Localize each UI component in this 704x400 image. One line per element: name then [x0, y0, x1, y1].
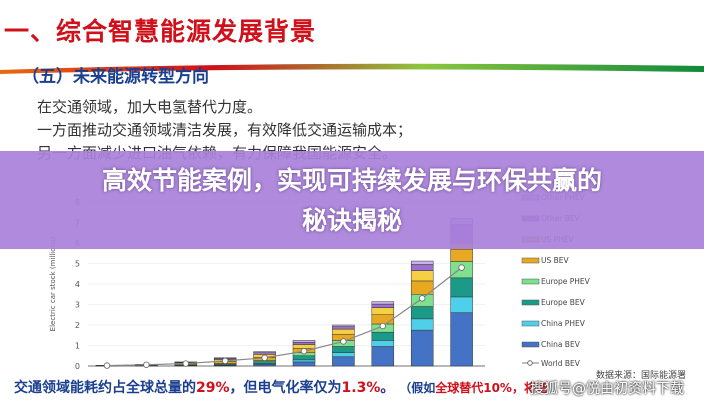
y-tick-label: 2 — [75, 321, 80, 330]
legend-swatch — [521, 257, 540, 264]
summary-text: 交通领域能耗约占全球总量的 — [14, 380, 196, 396]
electrification-percent: 1.3% — [341, 380, 381, 396]
legend-label: Europe PHEV — [541, 277, 591, 286]
bar-segment — [253, 351, 276, 353]
world-bev-point — [143, 361, 150, 368]
watermark: 搜狐号@悦由初资料下载 — [530, 381, 684, 397]
bar-segment — [450, 312, 473, 367]
y-tick-label: 1 — [75, 342, 80, 351]
bar-segment — [292, 361, 316, 367]
bar-segment — [253, 361, 276, 364]
bar-segment — [332, 356, 355, 367]
body-line: 在交通领域，加大电氢替代力度。 — [37, 98, 263, 116]
world-bev-point — [300, 348, 308, 355]
data-source: 数据来源：国际能源署 — [596, 371, 687, 381]
legend-swatch — [521, 320, 540, 327]
bar-segment — [292, 340, 316, 343]
bar-segment — [410, 264, 434, 271]
note-text: （假如 — [399, 381, 436, 395]
bar-segment — [332, 326, 355, 330]
world-bev-line — [106, 267, 462, 367]
world-bev-point — [103, 362, 111, 369]
bottom-summary: 交通领域能耗约占全球总量的29%，但电气化率仅为1.3%。 （假如全球替代10%… — [14, 377, 548, 397]
title-divider — [0, 63, 704, 74]
y-tick-label: 4 — [75, 280, 80, 289]
bar-segment — [292, 359, 316, 363]
bar-segment — [450, 277, 473, 298]
bar-segment — [410, 329, 434, 367]
summary-text: ，但电气化率仅为 — [229, 380, 342, 396]
banner-line-2: 秘诀揭秘 — [301, 206, 402, 235]
bar-segment — [292, 344, 316, 349]
bar-segment — [332, 352, 355, 358]
bar-segment — [292, 355, 316, 361]
y-tick-label: 0 — [75, 362, 80, 370]
section-subtitle: （五）未来能源转型方向 — [22, 67, 209, 87]
bar-segment — [371, 301, 395, 305]
bar-segment — [371, 307, 395, 315]
legend-label: China PHEV — [541, 319, 586, 328]
note-text-red: 全球替代10%，将增 — [435, 381, 548, 395]
bar-segment — [410, 306, 434, 320]
bar-segment — [292, 342, 316, 345]
legend-swatch — [521, 341, 540, 348]
bar-segment — [371, 314, 395, 325]
bar-segment — [410, 318, 434, 331]
bar-segment — [410, 270, 434, 282]
y-axis-label: Electric car stock (millions) — [49, 236, 57, 331]
legend-label: China BEV — [541, 340, 581, 349]
y-tick-label: 5 — [75, 260, 80, 269]
bar-segment — [332, 328, 355, 335]
world-bev-point — [419, 295, 426, 302]
title-banner: 高效节能案例，实现可持续发展与环保共赢的 秘诀揭秘 — [0, 151, 704, 249]
bar-segment — [450, 248, 473, 262]
slide-title: 一、综合智慧能源发展背景 — [4, 17, 317, 46]
world-bev-point — [261, 354, 268, 361]
legend-swatch — [521, 299, 540, 306]
bar-segment — [371, 346, 395, 367]
bar-segment — [371, 331, 395, 341]
share-percent: 29% — [196, 380, 230, 396]
banner-title: 高效节能案例，实现可持续发展与环保共赢的 秘诀揭秘 — [0, 161, 704, 241]
legend-swatch — [521, 278, 540, 285]
legend-label: US BEV — [541, 256, 570, 265]
world-bev-point — [379, 322, 386, 330]
legend-label: World BEV — [541, 359, 581, 368]
bar-segment — [450, 296, 473, 313]
bar-segment — [332, 346, 355, 353]
world-bev-point — [182, 360, 189, 367]
summary-text: 。 — [380, 380, 395, 396]
bar-segment — [410, 260, 434, 265]
world-bev-point — [458, 264, 465, 271]
bar-segment — [371, 303, 395, 308]
bar-segment — [371, 340, 395, 347]
world-bev-point — [340, 338, 347, 345]
body-line: 一方面推动交通领域清洁发展，有效降低交通运输成本； — [37, 121, 413, 139]
banner-line-1: 高效节能案例，实现可持续发展与环保共赢的 — [101, 166, 602, 195]
legend-label: Europe BEV — [541, 298, 586, 307]
world-bev-point — [221, 357, 229, 365]
y-tick-label: 3 — [75, 301, 80, 310]
legend-marker — [527, 360, 533, 366]
bar-segment — [332, 324, 355, 327]
